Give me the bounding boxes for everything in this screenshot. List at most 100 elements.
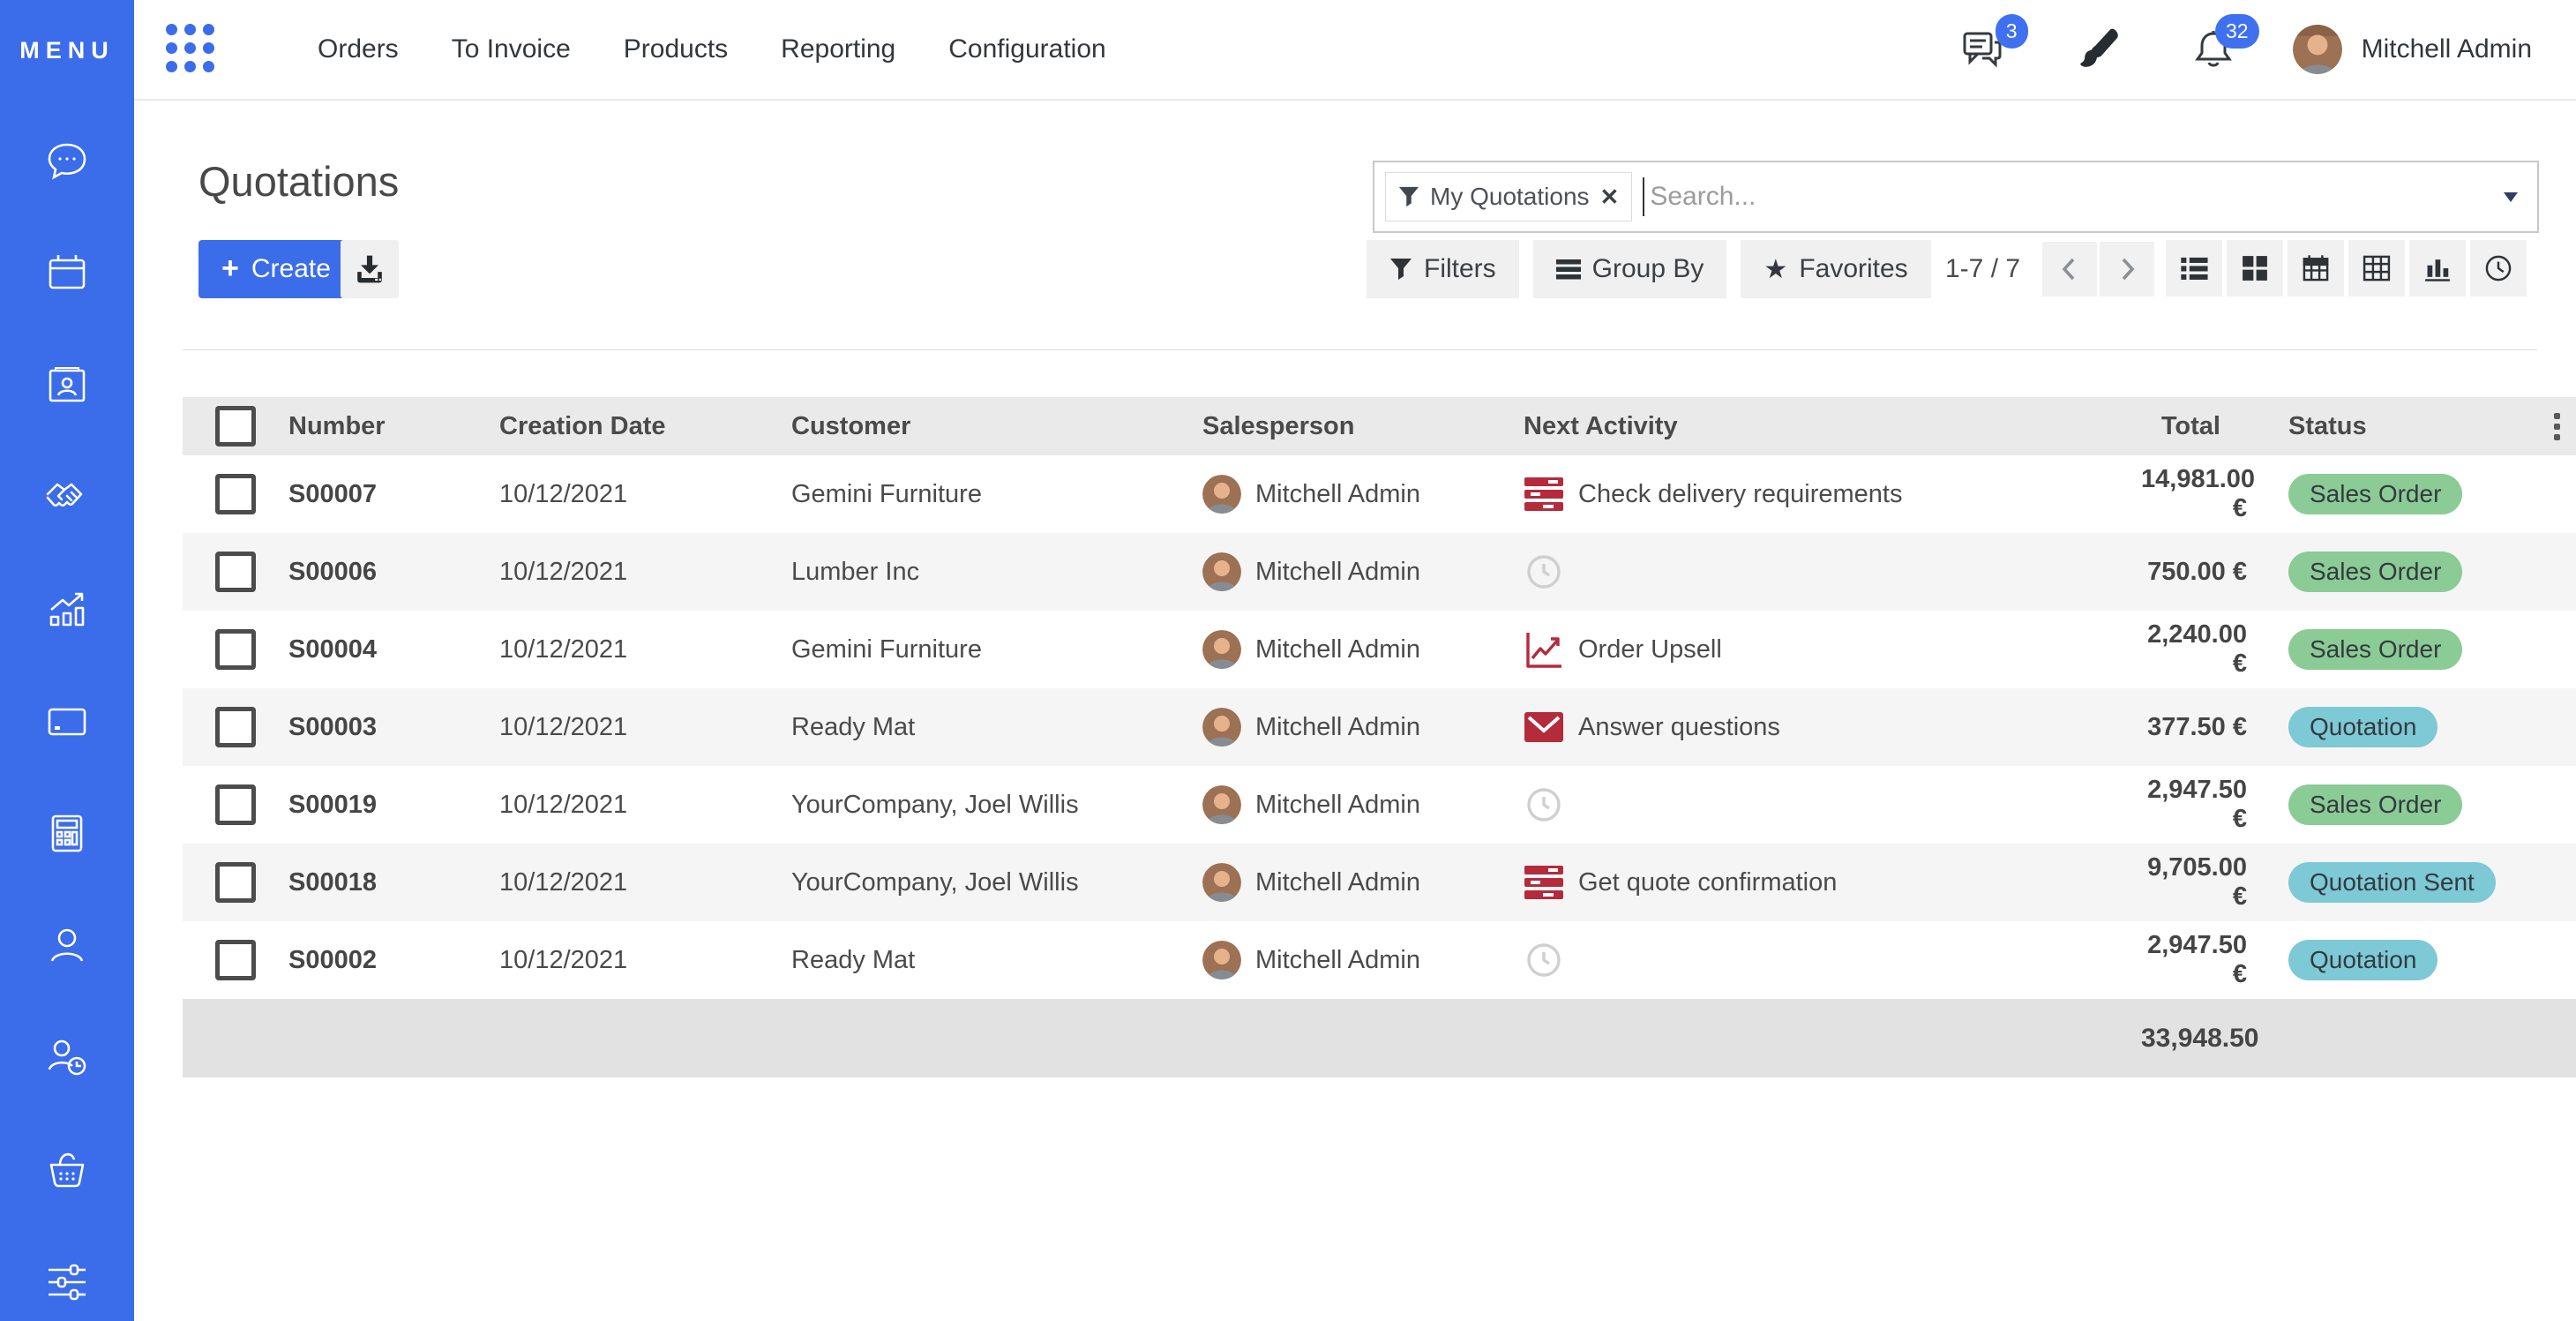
pager-next-button[interactable]	[2100, 242, 2155, 296]
group-by-button[interactable]: Group By	[1532, 240, 1727, 298]
activity-icon[interactable]	[1524, 940, 1564, 980]
nav-orders[interactable]: Orders	[318, 34, 399, 64]
status-badge: Quotation Sent	[2288, 862, 2496, 903]
sidebar-item-accounting[interactable]	[0, 777, 134, 889]
header-creation-date[interactable]: Creation Date	[499, 411, 666, 440]
filter-icon	[1390, 259, 1412, 280]
filters-button[interactable]: Filters	[1367, 240, 1519, 298]
table-row[interactable]: S00004 10/12/2021 Gemini Furniture Mitch…	[183, 611, 2576, 688]
row-checkbox[interactable]	[215, 552, 256, 592]
cell-creation-date: 10/12/2021	[499, 557, 628, 586]
nav-products[interactable]: Products	[623, 34, 729, 64]
select-all-checkbox[interactable]	[215, 406, 256, 447]
header-customer[interactable]: Customer	[791, 411, 911, 440]
optional-columns-icon[interactable]	[2550, 409, 2564, 444]
activity-icon[interactable]	[1524, 474, 1564, 514]
search-dropdown-caret[interactable]	[2504, 191, 2518, 202]
nav-configuration[interactable]: Configuration	[948, 34, 1106, 64]
menu-toggle[interactable]: MENU	[0, 0, 134, 101]
cell-number: S00007	[288, 479, 377, 508]
export-button[interactable]	[341, 240, 399, 298]
view-activity-button[interactable]	[2470, 240, 2527, 296]
pager-previous-button[interactable]	[2042, 242, 2098, 296]
activity-icon[interactable]	[1524, 629, 1564, 670]
row-checkbox[interactable]	[215, 862, 256, 903]
cell-salesperson: Mitchell Admin	[1202, 785, 1524, 824]
sidebar-item-crm[interactable]	[0, 440, 134, 552]
salesperson-name: Mitchell Admin	[1255, 712, 1420, 741]
messages-button[interactable]: 3	[1959, 14, 2028, 72]
search-bar[interactable]: My Quotations	[1373, 161, 2539, 233]
table-row[interactable]: S00007 10/12/2021 Gemini Furniture Mitch…	[183, 455, 2576, 533]
header-number[interactable]: Number	[288, 411, 386, 440]
activity-icon[interactable]	[1524, 862, 1564, 903]
table-row[interactable]: S00006 10/12/2021 Lumber Inc Mitchell Ad…	[183, 533, 2576, 611]
nav-to-invoice[interactable]: To Invoice	[451, 34, 571, 64]
row-checkbox[interactable]	[215, 784, 256, 825]
salesperson-name: Mitchell Admin	[1255, 634, 1420, 664]
view-list-button[interactable]	[2166, 240, 2222, 296]
cell-customer: Gemini Furniture	[791, 479, 982, 508]
facet-remove-icon[interactable]	[1600, 183, 1620, 211]
nav-reporting[interactable]: Reporting	[781, 34, 896, 64]
status-badge: Quotation	[2288, 940, 2438, 980]
sidebar-item-sales[interactable]	[0, 552, 134, 664]
activity-icon[interactable]	[1524, 552, 1564, 592]
sidebar-item-pos[interactable]	[0, 1113, 134, 1225]
status-badge: Sales Order	[2288, 552, 2463, 592]
activity-clock-icon	[1527, 943, 1561, 977]
create-button[interactable]: Create	[198, 240, 354, 298]
sidebar-item-contacts[interactable]	[0, 328, 134, 440]
view-calendar-button[interactable]	[2288, 240, 2344, 296]
topbar-right: 3 32	[1891, 14, 2532, 74]
search-input[interactable]	[1650, 182, 2504, 212]
row-checkbox[interactable]	[215, 629, 256, 670]
table-row[interactable]: S00002 10/12/2021 Ready Mat Mitchell Adm…	[183, 921, 2576, 999]
table-row[interactable]: S00019 10/12/2021 YourCompany, Joel Will…	[183, 766, 2576, 844]
view-graph-button[interactable]	[2409, 240, 2466, 296]
activity-upsell-icon	[1526, 633, 1561, 668]
cell-customer: Ready Mat	[791, 712, 916, 741]
row-checkbox[interactable]	[215, 474, 256, 514]
header-total[interactable]: Total	[2160, 411, 2220, 440]
cell-number: S00002	[288, 945, 377, 974]
sidebar-item-dashboards[interactable]	[0, 664, 134, 777]
sidebar-item-settings[interactable]	[0, 1225, 134, 1321]
header-next-activity[interactable]: Next Activity	[1524, 411, 1678, 440]
cell-next-activity: Answer questions	[1524, 707, 2141, 747]
plus-icon	[221, 253, 239, 285]
sidebar-item-discuss[interactable]	[0, 104, 134, 216]
pager-range: 1-7 / 7	[1945, 254, 2021, 283]
theme-brush-button[interactable]	[2074, 26, 2122, 73]
table-row[interactable]: S00003 10/12/2021 Ready Mat Mitchell Adm…	[183, 688, 2576, 766]
row-checkbox[interactable]	[215, 707, 256, 747]
activity-label: Order Upsell	[1578, 634, 1722, 664]
table-footer: 33,948.50	[183, 999, 2576, 1077]
status-badge: Quotation	[2288, 707, 2438, 747]
sidebar-app-icons	[0, 101, 134, 1321]
user-menu[interactable]: Mitchell Admin	[2292, 25, 2532, 74]
activity-icon[interactable]	[1524, 707, 1564, 747]
row-checkbox[interactable]	[215, 940, 256, 980]
sidebar-item-employees[interactable]	[0, 889, 134, 1001]
header-status[interactable]: Status	[2288, 411, 2367, 440]
table-row[interactable]: S00018 10/12/2021 YourCompany, Joel Will…	[183, 844, 2576, 921]
view-pivot-button[interactable]	[2348, 240, 2405, 296]
search-facet[interactable]: My Quotations	[1385, 172, 1633, 221]
sidebar-item-calendar[interactable]	[0, 216, 134, 328]
cell-number: S00018	[288, 867, 377, 897]
chevron-right-icon	[2122, 258, 2135, 281]
sidebar-item-attendances[interactable]	[0, 1001, 134, 1113]
paintbrush-icon	[2079, 28, 2118, 67]
notifications-button[interactable]: 32	[2190, 14, 2259, 72]
salesperson-avatar	[1202, 785, 1241, 824]
view-kanban-button[interactable]	[2227, 240, 2283, 296]
apps-grid-icon[interactable]	[166, 24, 217, 75]
cell-salesperson: Mitchell Admin	[1202, 475, 1524, 514]
cell-salesperson: Mitchell Admin	[1202, 630, 1524, 669]
cell-total: 377.50 €	[2147, 712, 2247, 741]
cell-salesperson: Mitchell Admin	[1202, 863, 1524, 902]
header-salesperson[interactable]: Salesperson	[1202, 411, 1355, 440]
activity-icon[interactable]	[1524, 784, 1564, 825]
favorites-button[interactable]: Favorites	[1741, 240, 1931, 298]
